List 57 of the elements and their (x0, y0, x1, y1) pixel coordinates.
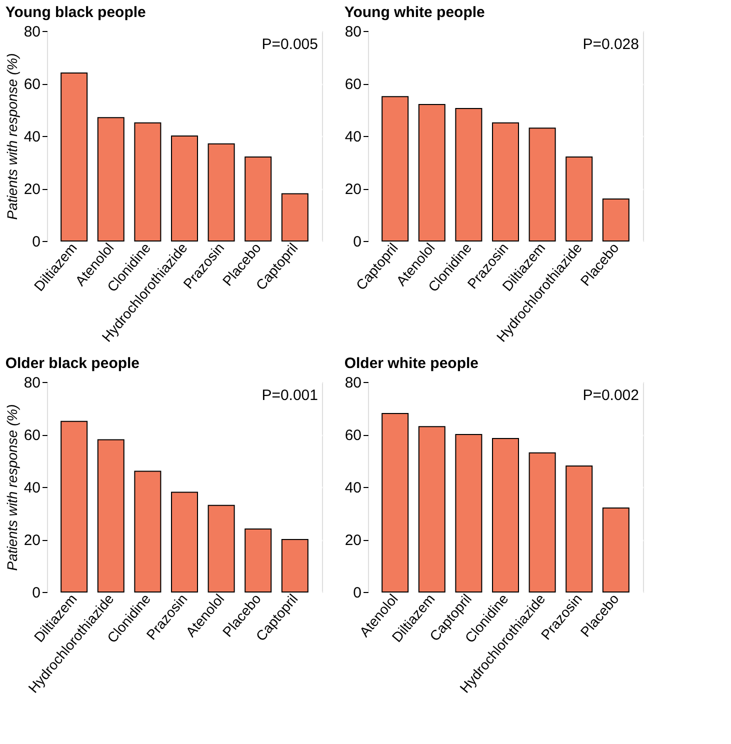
y-tick-label: 20 (344, 532, 362, 549)
y-tick-label: 40 (344, 128, 362, 146)
chart-title: Young white people (344, 4, 485, 21)
bar (97, 439, 124, 592)
annotation: P=0.005 (262, 36, 318, 53)
y-tick-label: 80 (24, 24, 40, 40)
y-tick-label: 80 (344, 24, 362, 40)
bar (97, 117, 124, 242)
bar (528, 128, 556, 242)
y-tick-label: 60 (24, 427, 40, 444)
y-tick-label: 0 (32, 234, 40, 250)
y-axis-title: Patients with response (%) (4, 404, 20, 571)
bar (134, 470, 162, 592)
y-tick-label: 20 (24, 532, 40, 549)
bar (134, 122, 162, 242)
y-tick-label: 20 (24, 181, 40, 198)
y-tick-label: 20 (344, 181, 362, 198)
bar (566, 156, 593, 242)
y-tick-label: 60 (344, 427, 362, 444)
y-tick-label: 80 (344, 374, 362, 392)
y-tick-label: 40 (24, 480, 40, 496)
bar (455, 108, 482, 242)
bar (492, 122, 519, 242)
y-tick-label: 40 (344, 480, 362, 496)
bar (244, 156, 272, 242)
bar (60, 420, 88, 592)
bar (244, 528, 272, 592)
bar (382, 96, 409, 242)
annotation: P=0.001 (262, 387, 318, 404)
bar (492, 438, 519, 592)
bar (208, 143, 235, 242)
y-axis-title: Patients with response (%) (4, 53, 20, 220)
bar (602, 198, 630, 242)
y-tick-label: 0 (353, 584, 362, 602)
y-tick-label: 80 (24, 374, 40, 392)
chart-title: Young black people (5, 4, 146, 21)
bar (171, 136, 198, 242)
bar (382, 413, 409, 592)
bar (418, 104, 446, 242)
y-tick-label: 40 (24, 128, 40, 146)
chart-title: Older white people (344, 355, 479, 372)
bar (281, 193, 308, 242)
y-tick-label: 0 (32, 584, 40, 602)
y-tick-label: 60 (24, 76, 40, 93)
y-tick-label: 60 (344, 76, 362, 93)
chart-title: Older black people (5, 355, 140, 372)
bar (455, 434, 482, 592)
bar (566, 466, 593, 592)
bar (171, 492, 198, 592)
bar (208, 504, 235, 592)
bar (602, 508, 630, 592)
annotation: P=0.002 (582, 387, 639, 404)
bar (281, 539, 308, 592)
annotation: P=0.028 (582, 36, 639, 53)
bar (418, 426, 446, 592)
bar (60, 72, 88, 242)
bar (528, 452, 556, 592)
